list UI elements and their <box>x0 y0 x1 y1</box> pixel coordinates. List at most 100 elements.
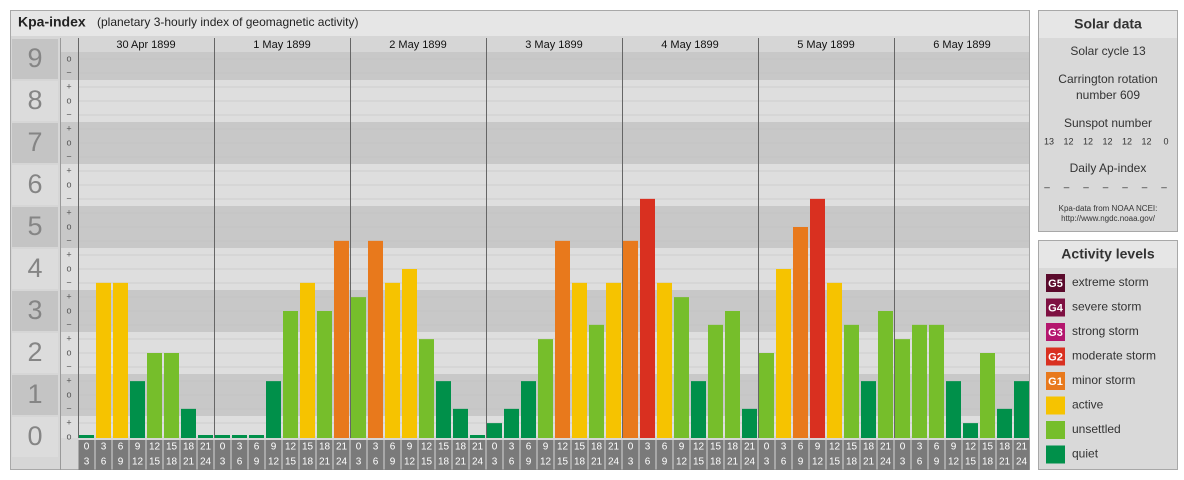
y-sub-label: o <box>66 179 71 189</box>
time-start: 9 <box>951 442 957 453</box>
kp-bar <box>589 324 604 438</box>
time-end: 6 <box>101 457 107 468</box>
y-band-box <box>12 333 58 373</box>
time-end: 21 <box>727 457 739 468</box>
time-start: 6 <box>390 442 396 453</box>
time-start: 18 <box>591 442 603 453</box>
kp-bar <box>844 324 859 438</box>
time-end: 21 <box>183 457 195 468</box>
time-end: 24 <box>336 457 348 468</box>
time-end: 9 <box>798 457 804 468</box>
level-label: active <box>1072 398 1104 412</box>
time-start: 15 <box>574 442 586 453</box>
time-end: 21 <box>591 457 603 468</box>
time-box <box>520 440 537 470</box>
time-end: 18 <box>710 457 722 468</box>
kp-bar <box>810 198 825 438</box>
time-box <box>571 440 588 470</box>
time-end: 21 <box>863 457 875 468</box>
y-sub-label: + <box>66 417 71 427</box>
time-box <box>775 440 792 470</box>
sunspot-value: 12 <box>1122 136 1132 146</box>
y-sub-label: + <box>66 165 71 175</box>
day-header-row <box>78 38 1029 52</box>
y-sub-label: − <box>66 109 71 119</box>
time-box <box>605 440 622 470</box>
level-badge: G1 <box>1048 376 1063 388</box>
subtitle: (planetary 3-hourly index of geomagnetic… <box>97 15 358 29</box>
y-tick-label: 3 <box>27 295 42 325</box>
time-end: 18 <box>302 457 314 468</box>
kp-bar <box>232 435 247 438</box>
level-badge: G2 <box>1048 351 1063 363</box>
kp-bar <box>793 227 808 438</box>
y-sub-label: + <box>66 375 71 385</box>
kp-bar <box>402 269 417 438</box>
kp-bar <box>657 282 672 438</box>
time-start: 15 <box>302 442 314 453</box>
time-box <box>486 440 503 470</box>
time-end: 18 <box>166 457 178 468</box>
kp-bar <box>368 240 383 438</box>
time-box <box>656 440 673 470</box>
time-end: 12 <box>676 457 688 468</box>
time-end: 12 <box>540 457 552 468</box>
time-box <box>112 440 129 470</box>
time-start: 12 <box>149 442 161 453</box>
solar-header <box>1039 11 1177 38</box>
time-box <box>843 440 860 470</box>
time-start: 15 <box>982 442 994 453</box>
time-box <box>741 440 758 470</box>
level-swatch <box>1046 421 1065 439</box>
kp-bar <box>300 282 315 438</box>
solar-text: Carrington rotation <box>1058 72 1157 86</box>
time-end: 6 <box>237 457 243 468</box>
kp-bar <box>96 282 111 438</box>
level-badge: G3 <box>1048 327 1063 339</box>
kp-bar <box>436 381 451 438</box>
time-end: 3 <box>900 457 906 468</box>
y-tick-label: 8 <box>27 85 42 115</box>
y-sub-label: o <box>66 431 71 441</box>
level-swatch <box>1046 274 1065 292</box>
kp-bar <box>555 240 570 438</box>
time-box <box>554 440 571 470</box>
time-start: 9 <box>679 442 685 453</box>
activity-header <box>1039 241 1177 268</box>
y-band-box <box>12 81 58 121</box>
time-end: 3 <box>492 457 498 468</box>
time-end: 15 <box>285 457 297 468</box>
y-sub-label: o <box>66 347 71 357</box>
kp-bar <box>317 311 332 438</box>
kp-bar <box>487 423 502 438</box>
kp-bar <box>181 408 196 438</box>
time-end: 3 <box>764 457 770 468</box>
y-band-box <box>12 165 58 205</box>
time-box <box>333 440 350 470</box>
time-box <box>809 440 826 470</box>
y-sub-label: + <box>66 81 71 91</box>
kp-bar <box>1014 381 1029 438</box>
day-label: 6 May 1899 <box>933 39 990 51</box>
solar-text: Daily Ap-index <box>1070 161 1147 175</box>
time-start: 6 <box>526 442 532 453</box>
day-label: 2 May 1899 <box>389 39 446 51</box>
kp-bar <box>946 381 961 438</box>
time-box <box>707 440 724 470</box>
time-box <box>350 440 367 470</box>
kp-bar <box>334 240 349 438</box>
solar-text: number 609 <box>1076 88 1140 102</box>
level-swatch <box>1046 372 1065 390</box>
time-box <box>928 440 945 470</box>
time-box <box>401 440 418 470</box>
time-end: 21 <box>455 457 467 468</box>
day-label: 4 May 1899 <box>661 39 718 51</box>
kp-bar <box>912 324 927 438</box>
day-label: 5 May 1899 <box>797 39 854 51</box>
kp-bar <box>419 339 434 438</box>
time-start: 21 <box>472 442 484 453</box>
time-box <box>1013 440 1030 470</box>
y-sub-label: o <box>66 221 71 231</box>
time-start: 3 <box>781 442 787 453</box>
time-box <box>95 440 112 470</box>
